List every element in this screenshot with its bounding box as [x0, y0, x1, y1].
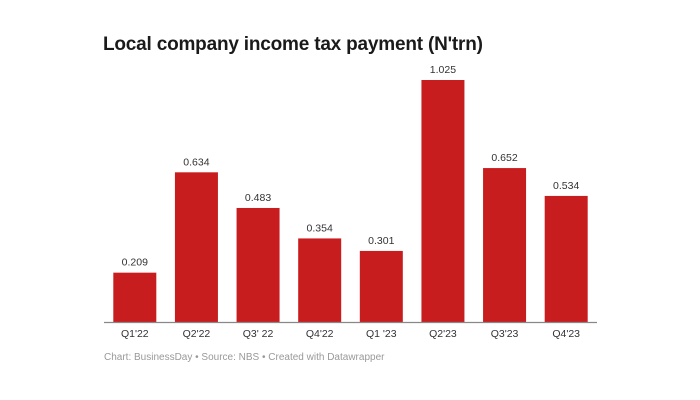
bar: [359, 250, 403, 322]
x-tick-label: Q3' 22: [243, 328, 274, 340]
bar: [544, 195, 588, 322]
value-label: 0.354: [307, 222, 333, 234]
bar: [236, 207, 280, 322]
chart-footer: Chart: BusinessDay • Source: NBS • Creat…: [104, 352, 385, 363]
value-label: 0.301: [368, 235, 394, 247]
x-tick-label: Q1'22: [121, 328, 149, 340]
bar: [298, 238, 342, 322]
x-tick-label: Q2'22: [183, 328, 211, 340]
bar: [483, 168, 527, 322]
value-label: 0.483: [245, 192, 271, 204]
value-label: 0.209: [122, 257, 148, 269]
x-tick-label: Q3'23: [491, 328, 519, 340]
x-tick-label: Q4'23: [552, 328, 580, 340]
x-tick-label: Q4'22: [306, 328, 334, 340]
bar: [421, 80, 465, 322]
value-label: 0.534: [553, 180, 579, 192]
x-tick-label: Q1 '23: [366, 328, 397, 340]
value-label: 0.652: [491, 152, 517, 164]
value-label: 0.634: [183, 156, 209, 168]
bar: [113, 272, 157, 322]
value-label: 1.025: [430, 64, 456, 76]
x-tick-label: Q2'23: [429, 328, 457, 340]
chart-title: Local company income tax payment (N'trn): [103, 34, 483, 55]
bar: [174, 172, 218, 322]
